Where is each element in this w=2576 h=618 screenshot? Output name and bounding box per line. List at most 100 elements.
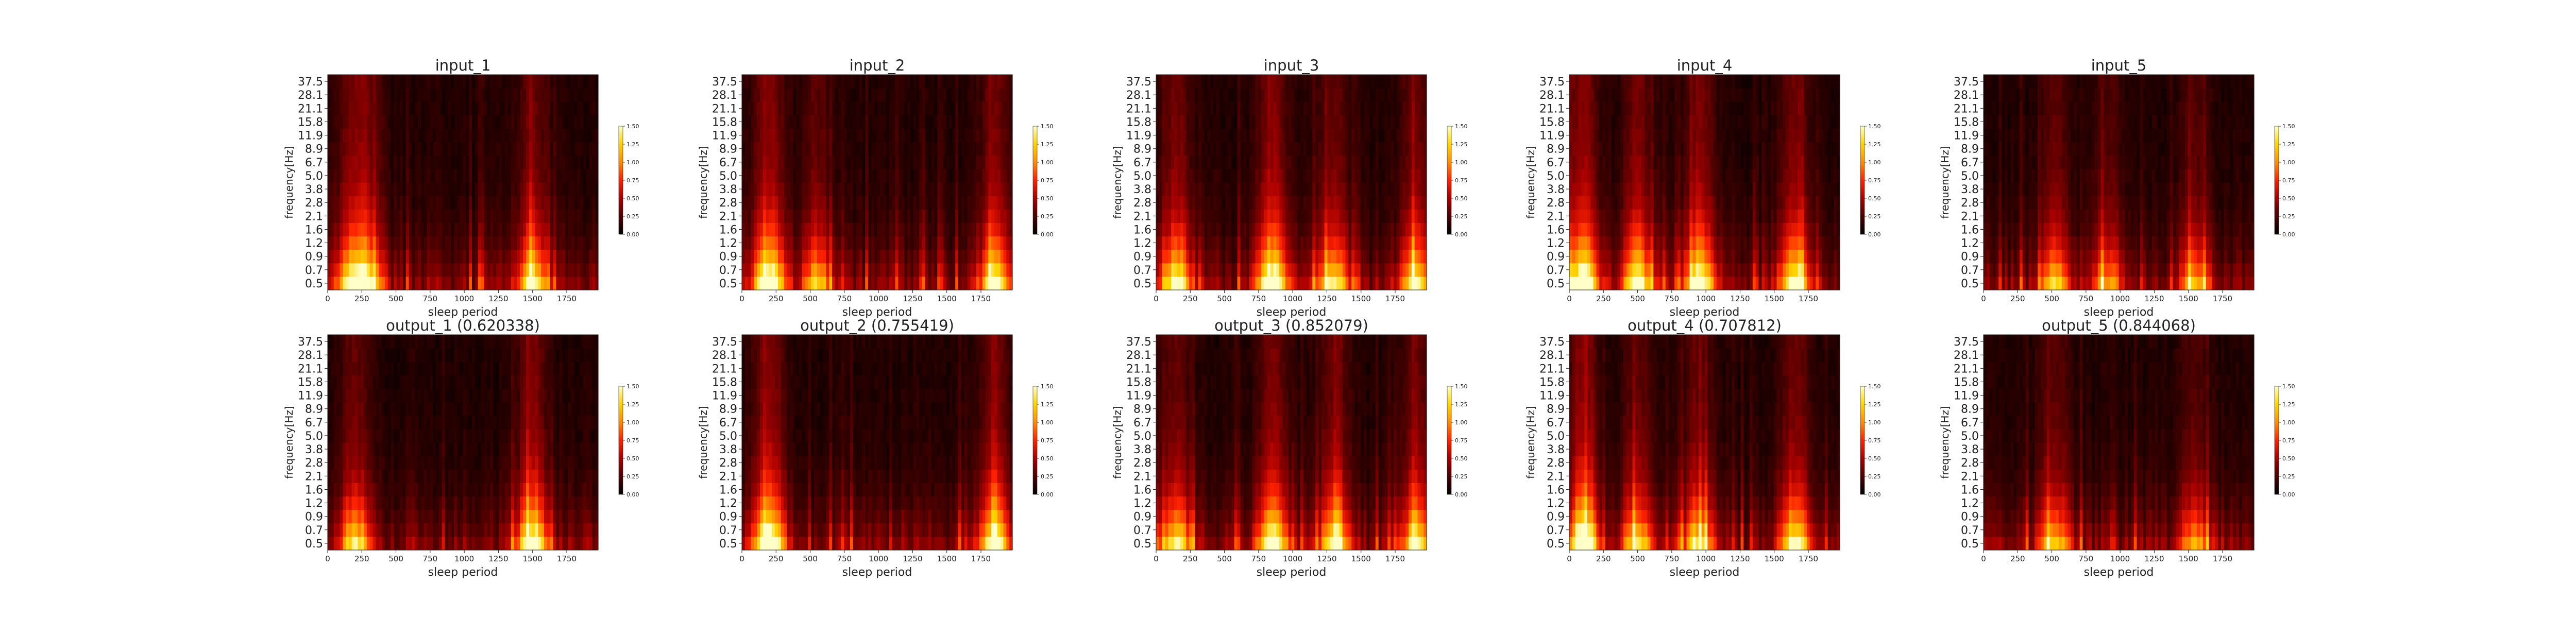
heat-cell [1264, 75, 1268, 89]
heat-cell [415, 155, 418, 169]
heat-cell [793, 168, 796, 183]
heat-cell [1252, 142, 1256, 156]
heat-cell [1647, 276, 1651, 290]
heat-cell [583, 209, 587, 223]
heat-cell [1294, 209, 1298, 223]
heat-cell [1623, 168, 1627, 183]
heat-cell [1417, 276, 1421, 290]
heat-cell [1165, 209, 1168, 223]
heat-cell [1602, 88, 1606, 102]
heat-cell [330, 222, 334, 237]
heat-cell [985, 101, 989, 115]
heat-cell [1252, 276, 1256, 290]
heat-cell [409, 222, 412, 237]
heat-cell [744, 249, 749, 264]
heat-cell [366, 128, 370, 143]
heat-cell [490, 101, 494, 115]
heat-cell [742, 222, 745, 237]
heat-cell [1279, 88, 1283, 102]
heat-cell [330, 168, 334, 183]
heat-cell [892, 88, 896, 102]
heat-cell [1572, 222, 1576, 237]
colorbar-tick-label: 0.00 [626, 231, 639, 238]
heat-cell [1369, 209, 1373, 223]
heat-cell [889, 168, 893, 183]
heat-cell [772, 88, 775, 102]
heat-cell [1267, 182, 1271, 196]
heat-cell [550, 88, 554, 102]
heat-cell [744, 236, 749, 250]
heat-cell [1626, 115, 1630, 129]
heat-cell [1261, 196, 1265, 210]
heat-cell [1393, 155, 1397, 169]
heat-cell [1183, 128, 1187, 143]
heat-cell [1162, 209, 1166, 223]
heat-cell [502, 168, 505, 183]
y-tick-label: 0.5 [1133, 278, 1151, 290]
heat-cell [919, 88, 923, 102]
heat-cell [336, 209, 340, 223]
heat-cell [474, 168, 479, 183]
heat-cell [1246, 155, 1250, 169]
heat-cell [871, 115, 875, 129]
heat-cell [529, 128, 533, 143]
heat-cell [1189, 142, 1193, 156]
heat-cell [1653, 88, 1657, 102]
heat-cell [427, 209, 430, 223]
heat-cell [1411, 276, 1415, 290]
heat-cell [913, 168, 917, 183]
heat-cell [829, 182, 833, 196]
heat-cell [1273, 155, 1277, 169]
heat-cell [529, 236, 533, 250]
heat-cell [1409, 236, 1412, 250]
heat-cell [1204, 142, 1208, 156]
heat-cell [1345, 128, 1349, 143]
heat-cell [829, 276, 833, 290]
heat-cell [562, 75, 566, 89]
heat-cell [1348, 222, 1352, 237]
heat-cell [1381, 142, 1385, 156]
heat-cell [1264, 196, 1268, 210]
heat-cell [856, 128, 860, 143]
heat-cell [1375, 249, 1379, 264]
heat-cell [826, 222, 829, 237]
heat-cell [1378, 128, 1382, 143]
heat-cell [436, 209, 439, 223]
y-tick-label: 5.0 [1133, 170, 1151, 183]
heat-cell [505, 249, 509, 264]
heat-cell [811, 196, 815, 210]
heat-cell [493, 101, 497, 115]
heat-cell [1246, 236, 1250, 250]
heat-cell [805, 128, 808, 143]
heat-cell [1417, 209, 1421, 223]
heat-cell [1309, 222, 1313, 237]
heat-cell [964, 168, 968, 183]
heat-cell [1623, 236, 1627, 250]
heat-cell [1003, 222, 1007, 237]
heat-cell [574, 88, 578, 102]
heat-cell [751, 75, 754, 89]
heat-cell [943, 168, 947, 183]
heat-cell [952, 168, 956, 183]
heat-cell [1617, 249, 1621, 264]
heat-cell [928, 142, 932, 156]
heat-cell [1255, 128, 1259, 143]
heat-cell [382, 209, 385, 223]
heat-cell [997, 209, 1001, 223]
heat-cell [1354, 115, 1358, 129]
heat-cell [892, 263, 896, 277]
heat-cell [456, 196, 461, 210]
heat-cell [772, 276, 775, 290]
heat-cell [330, 209, 334, 223]
heat-cell [454, 75, 457, 89]
heat-cell [1198, 209, 1202, 223]
heat-cell [544, 88, 548, 102]
heat-cell [330, 128, 334, 143]
heat-cell [1267, 263, 1271, 277]
heat-cell [1632, 209, 1636, 223]
heat-cell [559, 115, 563, 129]
heat-cell [1243, 168, 1247, 183]
heat-cell [808, 209, 811, 223]
heat-cell [841, 88, 844, 102]
heat-cell [889, 276, 893, 290]
